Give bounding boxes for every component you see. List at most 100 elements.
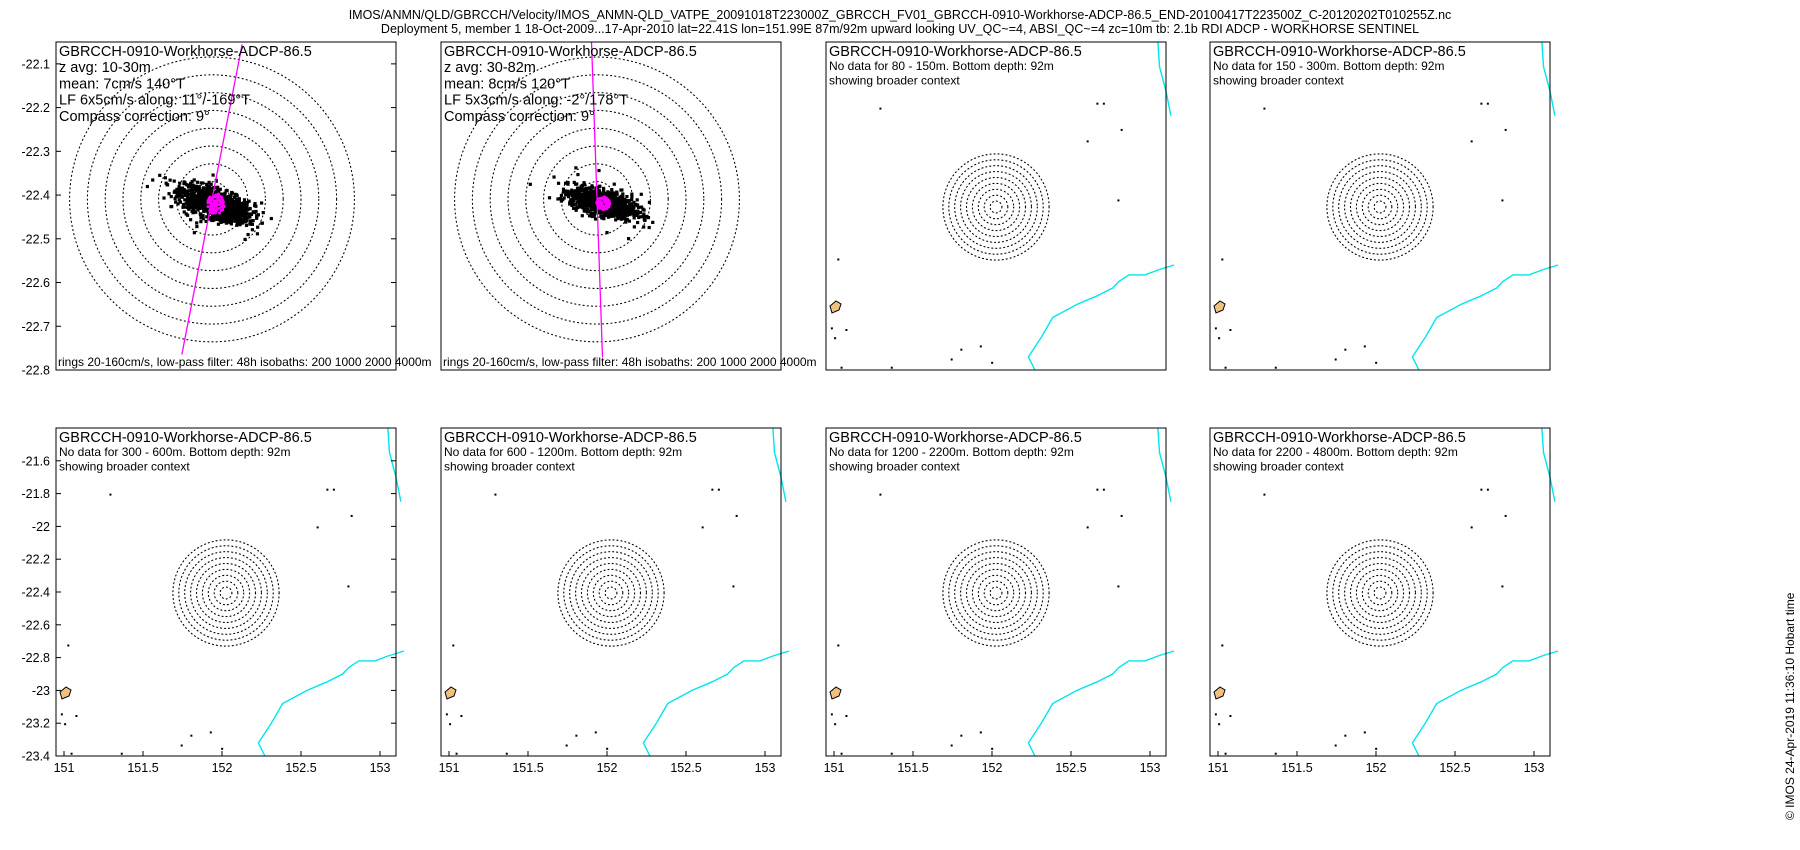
velocity-point: [571, 199, 576, 203]
velocity-point: [205, 215, 209, 219]
reef-speck: [1120, 514, 1123, 517]
x-tick-label: 153: [370, 761, 391, 775]
velocity-point: [641, 214, 645, 218]
velocity-point: [226, 208, 230, 212]
velocity-point: [173, 197, 177, 201]
velocity-point: [195, 189, 199, 193]
context-ring: [195, 562, 257, 624]
velocity-point: [195, 180, 200, 184]
velocity-point: [163, 176, 167, 180]
panel-top-3: GBRCCH-0910-Workhorse-ADCP-86.5No data f…: [825, 41, 1175, 371]
velocity-point: [212, 218, 216, 222]
velocity-point: [250, 222, 255, 226]
reef-speck: [1214, 713, 1217, 716]
reef-speck: [1102, 102, 1105, 105]
velocity-point: [547, 196, 552, 200]
velocity-point: [575, 206, 579, 210]
velocity-point: [618, 202, 622, 206]
velocity-point: [558, 197, 562, 201]
velocity-point: [639, 215, 643, 219]
velocity-point: [566, 182, 570, 186]
reef-speck: [834, 723, 837, 726]
velocity-point: [198, 195, 202, 200]
reef-speck: [1218, 723, 1221, 726]
velocity-point: [207, 184, 211, 188]
velocity-point: [230, 205, 234, 209]
island: [1213, 686, 1226, 700]
context-ring: [1344, 171, 1416, 243]
velocity-point: [623, 205, 627, 209]
velocity-point: [248, 215, 252, 219]
context-ring: [948, 545, 1044, 641]
velocity-point: [241, 218, 245, 222]
reef-speck: [1102, 488, 1105, 491]
reef-speck: [1229, 715, 1232, 717]
x-tick-label: 151.5: [1281, 761, 1312, 775]
velocity-point: [630, 197, 634, 202]
velocity-point: [227, 217, 231, 221]
velocity-point: [192, 231, 196, 235]
y-tick-label: -21.8: [22, 487, 51, 501]
y-tick-label: -22.8: [22, 651, 51, 665]
velocity-point: [178, 194, 182, 198]
velocity-point: [627, 219, 631, 223]
velocity-point: [636, 205, 641, 209]
velocity-point: [179, 189, 183, 193]
velocity-point: [237, 200, 241, 204]
reef-speck: [75, 715, 78, 717]
velocity-point: [206, 190, 210, 195]
velocity-point: [244, 203, 248, 207]
context-ring: [942, 153, 1050, 261]
velocity-point: [176, 202, 180, 206]
velocity-point: [616, 216, 620, 221]
context-ring: [965, 176, 1027, 238]
reef-speck: [1470, 140, 1473, 143]
reef-speck: [837, 258, 840, 261]
velocity-point: [226, 204, 230, 208]
velocity-point: [190, 195, 194, 199]
low-frequency-point: [600, 203, 604, 207]
y-tick-label: -22.8: [22, 364, 51, 378]
low-frequency-point: [219, 209, 223, 213]
velocity-point: [186, 194, 190, 198]
reef-speck: [732, 585, 735, 588]
velocity-point: [552, 175, 556, 179]
context-ring: [190, 557, 262, 629]
velocity-point: [619, 207, 623, 211]
velocity-point: [198, 212, 202, 216]
velocity-point: [634, 213, 638, 217]
reef-speck: [494, 493, 497, 496]
coastline: [387, 427, 402, 502]
speed-ring-120: [104, 92, 320, 307]
velocity-point: [256, 225, 260, 229]
reef-speck: [845, 715, 848, 717]
velocity-point: [642, 217, 646, 221]
figure-title-line-2: Deployment 5, member 1 18-Oct-2009...17-…: [380, 22, 1420, 36]
context-ring: [184, 551, 268, 635]
low-frequency-cluster: [595, 195, 612, 212]
reef-speck: [1344, 734, 1347, 737]
reef-speck: [120, 752, 123, 755]
velocity-point: [602, 188, 606, 192]
velocity-point: [589, 191, 593, 195]
velocity-point: [628, 210, 632, 214]
x-tick-label: 152.5: [285, 761, 316, 775]
reef-speck: [60, 713, 63, 716]
velocity-point: [612, 203, 617, 208]
velocity-point: [182, 187, 186, 192]
reef-speck: [505, 752, 508, 755]
low-frequency-point: [598, 204, 602, 208]
y-tick-label: -22.2: [22, 101, 51, 115]
velocity-point: [237, 215, 241, 220]
velocity-point: [224, 209, 228, 213]
velocity-point: [593, 211, 597, 215]
x-tick-label: 152.5: [1439, 761, 1470, 775]
velocity-point: [235, 198, 239, 202]
reef-speck: [347, 585, 350, 588]
low-frequency-point: [216, 197, 220, 201]
velocity-point: [601, 190, 606, 195]
velocity-point: [610, 188, 614, 192]
reef-speck: [221, 747, 224, 750]
velocity-point: [182, 210, 186, 214]
reef-speck: [1263, 107, 1266, 110]
